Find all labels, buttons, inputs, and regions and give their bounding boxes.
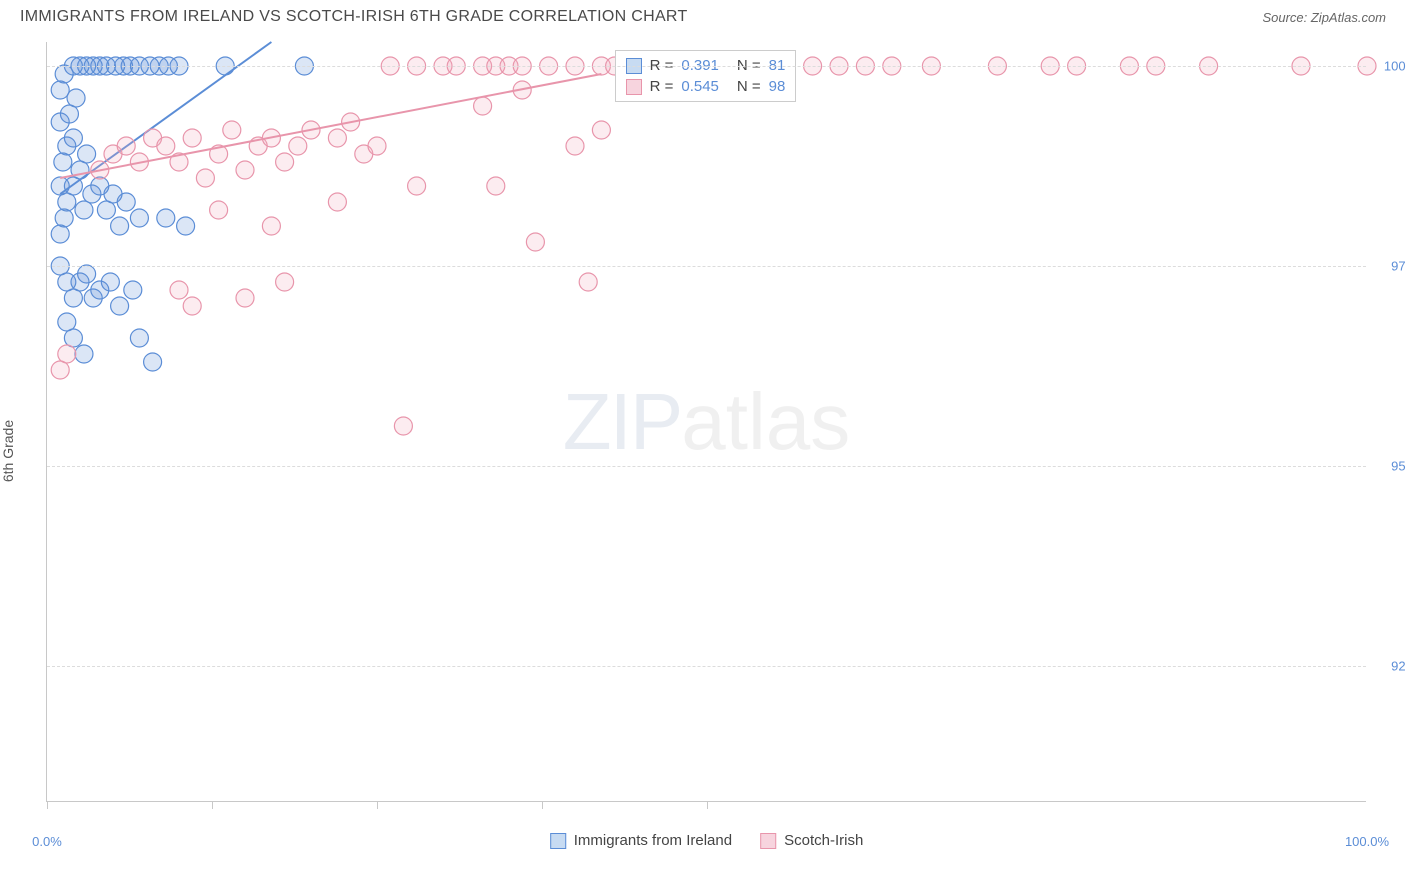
trend-line <box>60 74 601 178</box>
y-tick-label: 97.5% <box>1391 259 1406 274</box>
y-axis-label: 6th Grade <box>0 420 16 482</box>
legend-label: Immigrants from Ireland <box>574 832 732 849</box>
legend-item: Immigrants from Ireland <box>550 832 732 849</box>
data-point <box>78 145 96 163</box>
gridline <box>47 266 1366 267</box>
data-point <box>177 217 195 235</box>
data-point <box>236 289 254 307</box>
y-tick-label: 100.0% <box>1384 59 1406 74</box>
y-tick-label: 95.0% <box>1391 459 1406 474</box>
data-point <box>58 345 76 363</box>
data-point <box>196 169 214 187</box>
data-point <box>183 129 201 147</box>
data-point <box>566 137 584 155</box>
gridline <box>47 66 1366 67</box>
data-point <box>117 137 135 155</box>
data-point <box>64 329 82 347</box>
data-point <box>117 193 135 211</box>
data-point <box>111 297 129 315</box>
legend-swatch <box>550 833 566 849</box>
plot-area: ZIPatlas R =0.391N =81R =0.545N =98 Immi… <box>46 42 1366 802</box>
x-tick <box>47 801 48 809</box>
data-point <box>210 201 228 219</box>
x-tick-label: 100.0% <box>1345 834 1389 849</box>
data-point <box>328 129 346 147</box>
data-point <box>124 281 142 299</box>
data-point <box>368 137 386 155</box>
legend-swatch <box>626 79 642 95</box>
data-point <box>289 137 307 155</box>
legend-item: Scotch-Irish <box>760 832 863 849</box>
series-legend: Immigrants from Ireland Scotch-Irish <box>550 832 864 849</box>
legend-n-label: N = <box>737 78 761 95</box>
legend-swatch <box>760 833 776 849</box>
source-label: Source: ZipAtlas.com <box>1262 10 1386 25</box>
data-point <box>276 273 294 291</box>
y-tick-label: 92.5% <box>1391 659 1406 674</box>
x-tick <box>377 801 378 809</box>
data-point <box>487 177 505 195</box>
data-point <box>223 121 241 139</box>
title-bar: IMMIGRANTS FROM IRELAND VS SCOTCH-IRISH … <box>0 0 1406 30</box>
data-point <box>130 209 148 227</box>
data-point <box>579 273 597 291</box>
data-point <box>58 193 76 211</box>
scatter-svg <box>47 42 1366 801</box>
data-point <box>64 289 82 307</box>
gridline <box>47 466 1366 467</box>
data-point <box>170 281 188 299</box>
data-point <box>60 105 78 123</box>
data-point <box>408 177 426 195</box>
data-point <box>130 329 148 347</box>
data-point <box>97 201 115 219</box>
data-point <box>55 209 73 227</box>
chart-title: IMMIGRANTS FROM IRELAND VS SCOTCH-IRISH … <box>20 8 688 26</box>
data-point <box>111 217 129 235</box>
data-point <box>75 345 93 363</box>
data-point <box>58 313 76 331</box>
data-point <box>51 225 69 243</box>
data-point <box>75 201 93 219</box>
data-point <box>67 89 85 107</box>
x-tick <box>707 801 708 809</box>
data-point <box>592 121 610 139</box>
legend-n-value: 98 <box>769 78 786 95</box>
data-point <box>328 193 346 211</box>
chart-wrap: 6th Grade ZIPatlas R =0.391N =81R =0.545… <box>0 30 1406 856</box>
x-tick-label: 0.0% <box>32 834 62 849</box>
correlation-legend: R =0.391N =81R =0.545N =98 <box>615 50 797 102</box>
x-tick <box>212 801 213 809</box>
data-point <box>474 97 492 115</box>
data-point <box>144 353 162 371</box>
legend-row: R = 0.545 N = 98 <box>626 76 786 97</box>
gridline <box>47 666 1366 667</box>
data-point <box>526 233 544 251</box>
data-point <box>54 153 72 171</box>
data-point <box>157 137 175 155</box>
data-point <box>183 297 201 315</box>
x-tick <box>542 801 543 809</box>
data-point <box>276 153 294 171</box>
data-point <box>64 129 82 147</box>
legend-r-label: R = <box>650 78 674 95</box>
data-point <box>51 81 69 99</box>
data-point <box>157 209 175 227</box>
data-point <box>236 161 254 179</box>
data-point <box>51 361 69 379</box>
data-point <box>394 417 412 435</box>
data-point <box>78 265 96 283</box>
data-point <box>101 273 119 291</box>
legend-label: Scotch-Irish <box>784 832 863 849</box>
legend-r-value: 0.545 <box>681 78 719 95</box>
data-point <box>262 217 280 235</box>
